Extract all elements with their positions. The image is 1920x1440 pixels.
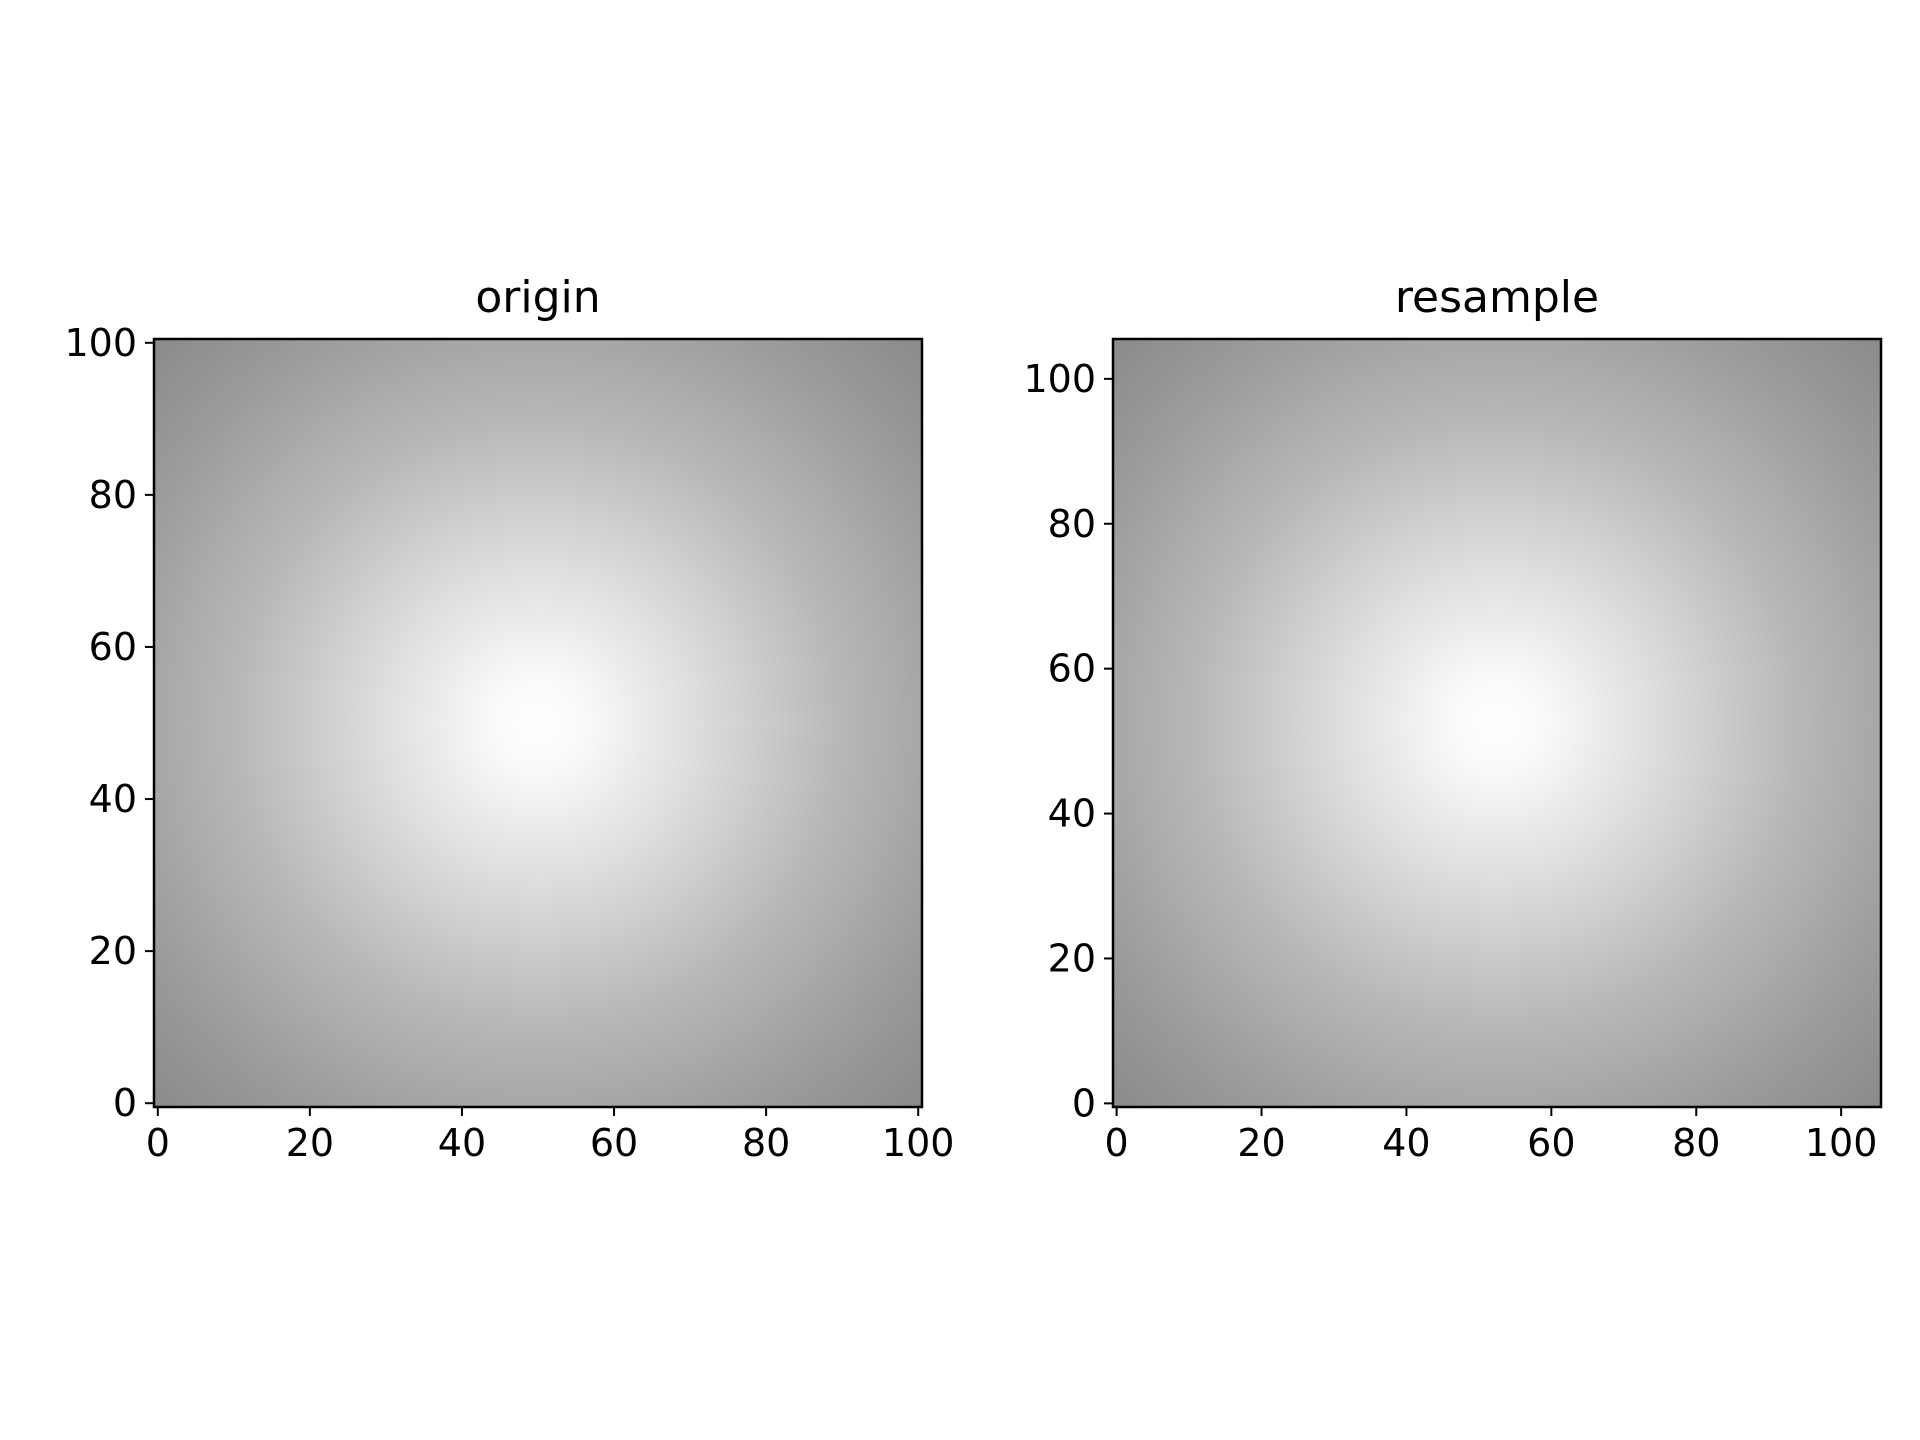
x-tick-label: 40 bbox=[1382, 1121, 1430, 1165]
ticks-origin: 0 20 40 60 80 100 0 20 40 60 80 100 bbox=[64, 321, 954, 1165]
x-tick-label: 80 bbox=[742, 1121, 790, 1165]
axes-frame-origin bbox=[152, 337, 924, 1109]
heatmap-glow-origin bbox=[154, 339, 922, 1107]
y-tick-label: 80 bbox=[1048, 502, 1096, 546]
x-tick-label: 0 bbox=[1105, 1121, 1129, 1165]
y-tick-label: 80 bbox=[89, 473, 137, 517]
panel-resample: resample 0 20 40 60 80 100 0 20 40 60 80 100 bbox=[1023, 272, 1883, 1165]
y-tick-label: 100 bbox=[64, 321, 137, 365]
panel-origin: origin 0 20 40 60 80 100 0 20 40 60 80 100 bbox=[64, 272, 954, 1165]
x-tick-label: 0 bbox=[146, 1121, 170, 1165]
x-tick-label: 80 bbox=[1672, 1121, 1720, 1165]
x-tick-label: 100 bbox=[882, 1121, 955, 1165]
y-tick-label: 20 bbox=[1048, 936, 1096, 980]
ticks-resample: 0 20 40 60 80 100 0 20 40 60 80 100 bbox=[1023, 357, 1877, 1165]
y-tick-label: 60 bbox=[89, 625, 137, 669]
y-tick-label: 60 bbox=[1048, 647, 1096, 691]
x-tick-label: 60 bbox=[590, 1121, 638, 1165]
panel-title-origin: origin bbox=[475, 272, 600, 323]
y-tick-label: 0 bbox=[113, 1081, 137, 1125]
y-tick-label: 20 bbox=[89, 929, 137, 973]
panel-title-resample: resample bbox=[1395, 272, 1599, 323]
x-tick-label: 20 bbox=[1237, 1121, 1285, 1165]
heatmap-glow-resample bbox=[1113, 339, 1881, 1107]
y-tick-label: 40 bbox=[1048, 792, 1096, 836]
y-tick-label: 0 bbox=[1072, 1081, 1096, 1125]
y-tick-label: 40 bbox=[89, 777, 137, 821]
axes-frame-resample bbox=[1111, 337, 1883, 1109]
y-tick-label: 100 bbox=[1023, 357, 1096, 401]
x-tick-label: 60 bbox=[1527, 1121, 1575, 1165]
x-tick-label: 20 bbox=[286, 1121, 334, 1165]
x-tick-label: 100 bbox=[1805, 1121, 1878, 1165]
x-tick-label: 40 bbox=[438, 1121, 486, 1165]
